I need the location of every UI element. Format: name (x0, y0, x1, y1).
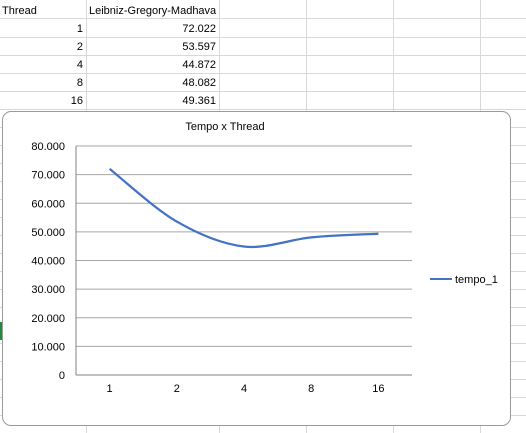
cell-thread[interactable]: 4 (76, 59, 83, 71)
y-tick-label: 70.000 (31, 170, 65, 182)
x-tick-label: 2 (174, 383, 180, 395)
cell-thread[interactable]: 8 (76, 77, 83, 89)
y-tick-label: 80.000 (31, 141, 65, 153)
row-divider (0, 109, 526, 110)
y-tick-label: 10.000 (31, 341, 65, 353)
y-tick-label: 30.000 (31, 284, 65, 296)
legend-label: tempo_1 (455, 274, 498, 286)
cell-time[interactable]: 44.872 (182, 59, 216, 71)
series-layer (108, 167, 379, 249)
row-divider (0, 55, 526, 56)
y-tick-label: 20.000 (31, 313, 65, 325)
cell-thread[interactable]: 2 (76, 41, 83, 53)
row-divider (0, 73, 526, 74)
x-axis-ticks: 1 2 4 8 16 (107, 383, 385, 395)
row-divider (0, 91, 526, 92)
cell-time[interactable]: 72.022 (182, 23, 216, 35)
x-tick-label: 4 (241, 383, 247, 395)
x-tick-label: 8 (308, 383, 314, 395)
y-tick-label: 60.000 (31, 198, 65, 210)
y-tick-label: 50.000 (31, 227, 65, 239)
cell-time[interactable]: 49.361 (182, 95, 216, 107)
cell-time[interactable]: 48.082 (182, 77, 216, 89)
y-tick-label: 0 (59, 370, 65, 382)
row-divider (0, 37, 526, 38)
legend[interactable]: tempo_1 (430, 274, 498, 286)
line-chart: Tempo x Thread 0 10.000 20.000 30.000 40.000… (31, 121, 498, 395)
x-tick-label: 1 (107, 383, 113, 395)
cell-header-thread[interactable]: Thread (2, 5, 37, 17)
cell-thread[interactable]: 1 (76, 23, 83, 35)
row-divider (0, 18, 526, 19)
chart-title: Tempo x Thread (185, 121, 264, 133)
selection-marker (0, 322, 2, 340)
cell-thread[interactable]: 16 (70, 95, 83, 107)
y-axis-ticks: 0 10.000 20.000 30.000 40.000 50.000 60.000 70.… (31, 141, 65, 382)
gridlines (76, 145, 412, 347)
x-tick-label: 16 (372, 383, 384, 395)
cell-time[interactable]: 53.597 (182, 41, 216, 53)
y-tick-label: 40.000 (31, 256, 65, 268)
cell-header-algorithm[interactable]: Leibniz-Gregory-Madhava (89, 5, 217, 17)
series-line-tempo_1 (108, 167, 379, 249)
chart-object[interactable]: Tempo x Thread 0 10.000 20.000 30.000 40.000… (2, 111, 511, 426)
